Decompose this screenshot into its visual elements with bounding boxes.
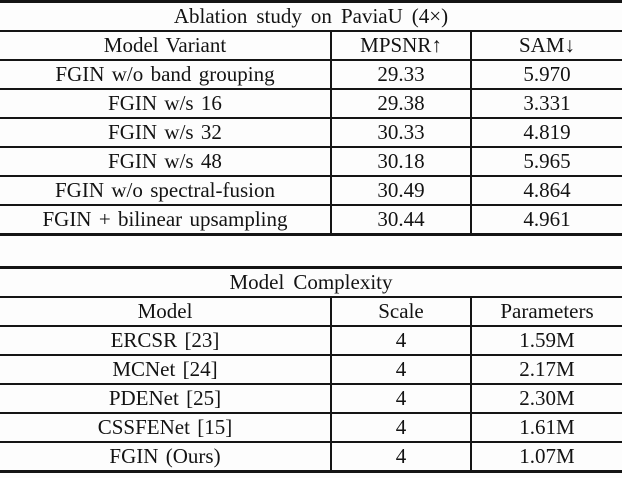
table-cell: 5.970 xyxy=(469,59,622,89)
table-row: MCNet [24] 4 2.17M xyxy=(0,354,622,384)
ablation-study-table-body: Ablation study on PaviaU (4×) Model Varia… xyxy=(0,2,622,235)
table-cell: 2.30M xyxy=(470,383,622,413)
table-cell: 30.44 xyxy=(330,204,471,235)
table-cell: MCNet [24] xyxy=(0,354,331,384)
table-cell: 4 xyxy=(330,354,471,384)
table-cell: FGIN w/s 32 xyxy=(0,117,331,147)
table-cell: 30.49 xyxy=(330,175,471,205)
table-cell: FGIN (Ours) xyxy=(0,441,331,472)
table-header-row: Model Scale Parameters xyxy=(0,296,622,326)
table-title: Ablation study on PaviaU (4×) xyxy=(173,4,449,28)
table-row: ERCSR [23] 4 1.59M xyxy=(0,325,622,355)
table-row: FGIN w/o band grouping 29.33 5.970 xyxy=(0,59,622,89)
model-complexity-table-body: Model Complexity Model Scale Parameters ERCS… xyxy=(0,268,622,472)
table-cell: CSSFENet [15] xyxy=(0,412,331,442)
table-row: PDENet [25] 4 2.30M xyxy=(0,383,622,413)
table-cell: 4 xyxy=(330,383,471,413)
table-row: FGIN w/s 32 30.33 4.819 xyxy=(0,117,622,147)
table-title-row: Ablation study on PaviaU (4×) xyxy=(0,2,622,32)
table-row: FGIN w/s 16 29.38 3.331 xyxy=(0,88,622,118)
table-title: Model Complexity xyxy=(229,270,393,294)
table-cell: 4.864 xyxy=(469,175,622,205)
table-cell: PDENet [25] xyxy=(0,383,331,413)
column-header: Parameters xyxy=(470,296,622,326)
table-cell: 30.33 xyxy=(330,117,471,147)
table-cell: 4 xyxy=(330,325,471,355)
table-row: FGIN w/o spectral-fusion 30.49 4.864 xyxy=(0,175,622,205)
table-cell: ERCSR [23] xyxy=(0,325,331,355)
table-cell: 4.819 xyxy=(469,117,622,147)
column-header: SAM↓ xyxy=(469,30,622,60)
table-cell: 4 xyxy=(330,441,471,472)
ablation-study-table: Ablation study on PaviaU (4×) Model Varia… xyxy=(0,0,622,236)
table-cell: FGIN w/o spectral-fusion xyxy=(0,175,331,205)
table-cell: 30.18 xyxy=(330,146,471,176)
table-cell: 4 xyxy=(330,412,471,442)
table-cell: 29.33 xyxy=(330,59,471,89)
table-row: FGIN w/s 48 30.18 5.965 xyxy=(0,146,622,176)
table-cell: 4.961 xyxy=(469,204,622,235)
table-cell: 1.59M xyxy=(470,325,622,355)
table-cell: 5.965 xyxy=(469,146,622,176)
table-cell: FGIN w/o band grouping xyxy=(0,59,331,89)
column-header: Model Variant xyxy=(0,30,331,60)
table-cell: FGIN + bilinear upsampling xyxy=(0,204,331,235)
table-header-row: Model Variant MPSNR↑ SAM↓ xyxy=(0,30,622,60)
table-row: FGIN + bilinear upsampling 30.44 4.961 xyxy=(0,204,622,235)
table-title-row: Model Complexity xyxy=(0,268,622,298)
table-gap xyxy=(0,236,622,266)
column-header: MPSNR↑ xyxy=(330,30,471,60)
table-cell: 1.61M xyxy=(470,412,622,442)
table-cell: 3.331 xyxy=(469,88,622,118)
table-row: CSSFENet [15] 4 1.61M xyxy=(0,412,622,442)
table-cell: FGIN w/s 16 xyxy=(0,88,331,118)
column-header: Model xyxy=(0,296,331,326)
table-cell: 2.17M xyxy=(470,354,622,384)
table-row: FGIN (Ours) 4 1.07M xyxy=(0,441,622,472)
table-cell: 1.07M xyxy=(470,441,622,472)
table-cell: FGIN w/s 48 xyxy=(0,146,331,176)
column-header: Scale xyxy=(330,296,471,326)
model-complexity-table: Model Complexity Model Scale Parameters ERCS… xyxy=(0,266,622,473)
table-cell: 29.38 xyxy=(330,88,471,118)
